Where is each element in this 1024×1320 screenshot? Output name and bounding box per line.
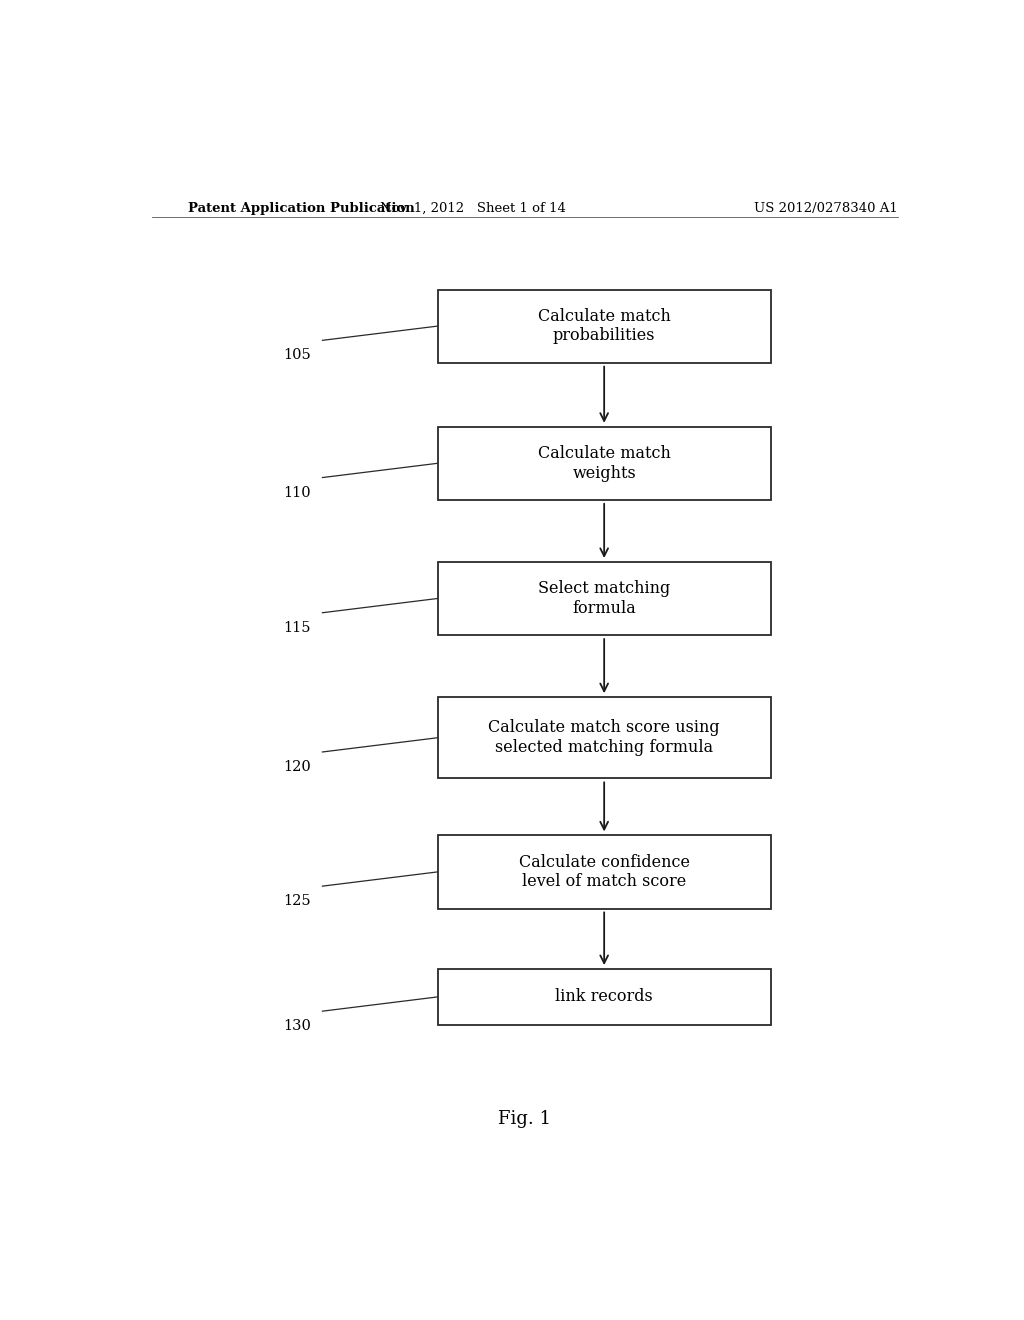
Text: US 2012/0278340 A1: US 2012/0278340 A1 [755,202,898,215]
Bar [437,836,771,908]
Text: Nov. 1, 2012   Sheet 1 of 14: Nov. 1, 2012 Sheet 1 of 14 [380,202,566,215]
Text: Calculate match
probabilities: Calculate match probabilities [538,308,671,345]
Text: 115: 115 [283,620,310,635]
Text: Select matching
formula: Select matching formula [538,581,671,616]
Bar [437,697,771,779]
Text: Calculate match score using
selected matching formula: Calculate match score using selected mat… [488,719,720,756]
Bar [437,562,771,635]
Text: 130: 130 [283,1019,310,1034]
Text: 120: 120 [283,760,310,774]
Text: 105: 105 [283,348,310,363]
Text: Patent Application Publication: Patent Application Publication [187,202,415,215]
Bar [437,969,771,1024]
Text: Calculate match
weights: Calculate match weights [538,445,671,482]
Bar [437,289,771,363]
Text: 110: 110 [283,486,310,500]
Text: Fig. 1: Fig. 1 [499,1110,551,1127]
Text: 125: 125 [283,894,310,908]
Bar [437,426,771,500]
Text: link records: link records [555,989,653,1006]
Text: Calculate confidence
level of match score: Calculate confidence level of match scor… [519,854,689,890]
